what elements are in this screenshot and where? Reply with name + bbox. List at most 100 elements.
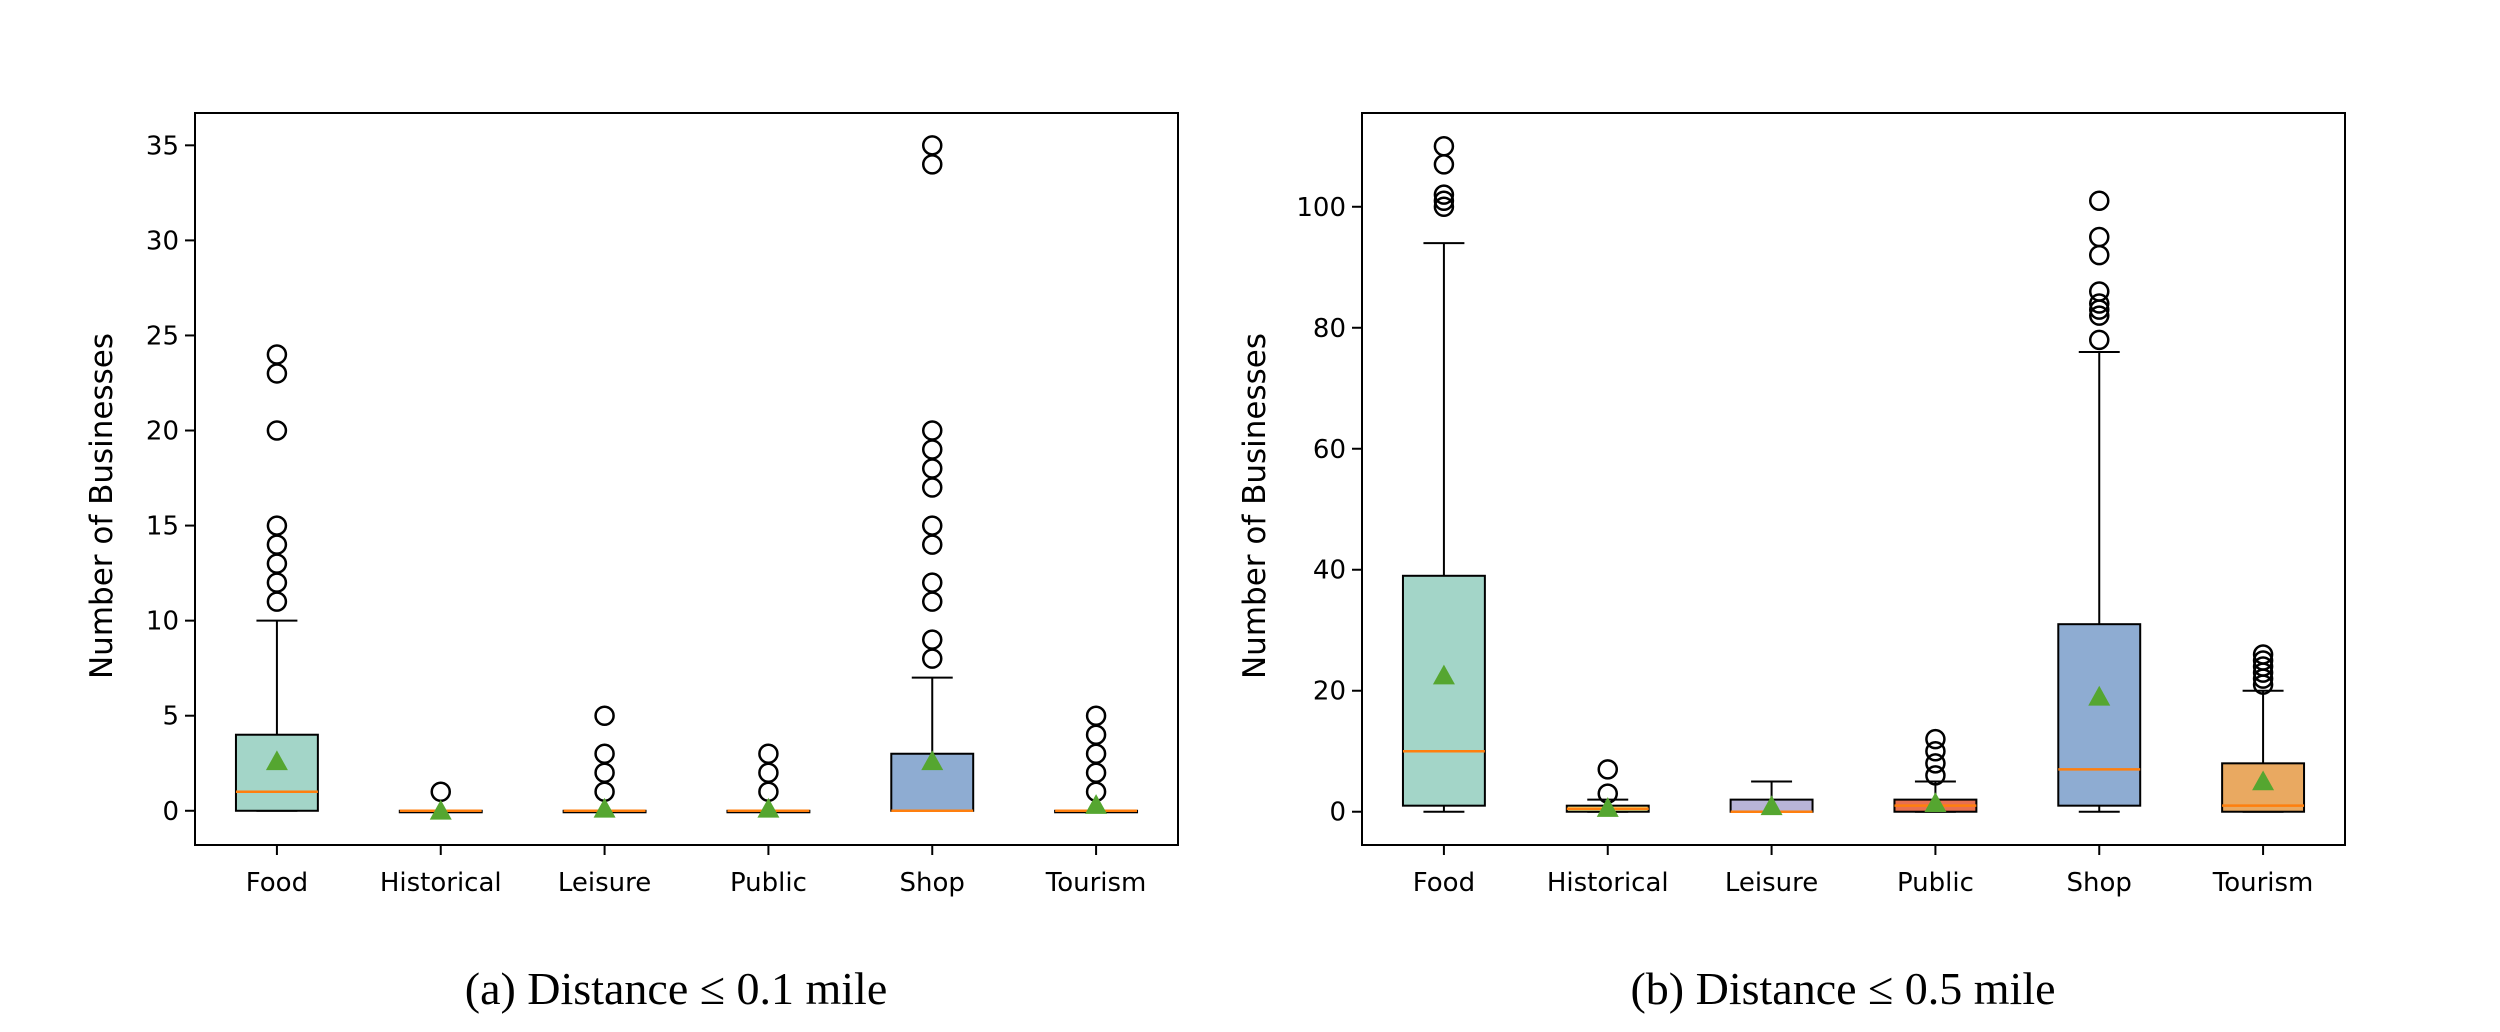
outlier-point [1925, 740, 1946, 762]
mean-marker [1924, 792, 1947, 813]
mean-marker [1085, 794, 1108, 814]
y-tick-label: 15 [146, 512, 179, 542]
y-ticks: 0 20 40 60 80 100 [1296, 193, 1362, 828]
mean-marker [429, 799, 452, 820]
outlier-point [1433, 190, 1455, 211]
x-tick-label: Public [1897, 868, 1974, 898]
outlier-point [266, 515, 288, 536]
outlier-point [922, 515, 943, 536]
outlier-point [1925, 753, 1946, 774]
box-public [1893, 728, 1978, 813]
box-shop [2057, 190, 2142, 813]
mean-marker [921, 750, 944, 771]
x-tick-label: Historical [1547, 868, 1669, 898]
boxes [234, 135, 1139, 820]
panel-a: Number of Businesses 0 5 10 15 20 25 30 35 Food… [84, 112, 1179, 898]
y-tick-label: 100 [1296, 193, 1346, 223]
box-leisure [1729, 780, 1814, 816]
outlier-point [758, 762, 779, 784]
outlier-point [2252, 644, 2274, 665]
outlier-point [1085, 762, 1107, 784]
outlier-point [266, 553, 288, 574]
outlier-point [266, 572, 288, 593]
x-tick-label: Food [1413, 868, 1475, 898]
outlier-point [266, 344, 288, 365]
outlier-point [2089, 293, 2110, 314]
caption-a: (a) Distance ≤ 0.1 mile [464, 963, 888, 1014]
y-tick-label: 5 [162, 702, 179, 732]
y-tick-label: 10 [146, 607, 179, 637]
box-tourism [2221, 644, 2306, 813]
y-tick-label: 0 [1329, 798, 1346, 828]
x-tick-label: Leisure [558, 868, 651, 898]
box-public [726, 743, 811, 818]
boxes [1401, 136, 2306, 817]
mean-marker [1596, 797, 1619, 817]
outlier-point [266, 363, 288, 384]
x-ticks: Food Historical Leisure Public Shop Tourism [1413, 845, 2314, 898]
box-leisure [562, 705, 647, 818]
outlier-point [1433, 136, 1455, 157]
y-tick-label: 20 [1313, 677, 1346, 707]
outlier-point [594, 705, 615, 726]
mean-marker [2088, 685, 2111, 706]
outlier-point [922, 420, 943, 441]
x-tick-label: Historical [380, 868, 502, 898]
outlier-point [2089, 244, 2110, 266]
outlier-point [2089, 329, 2110, 351]
axes-frame [1361, 112, 2346, 846]
axes-frame [194, 112, 1179, 846]
box-historical [1565, 759, 1650, 817]
box-tourism [1054, 705, 1139, 814]
box-food [234, 344, 319, 812]
plot-area: 0 5 10 15 20 25 30 35 Food Historical Leisure Publ… [146, 131, 1146, 898]
caption-b: (b) Distance ≤ 0.5 mile [1630, 963, 2056, 1014]
outlier-point [266, 420, 288, 441]
box-shop [890, 135, 975, 813]
y-ticks: 0 5 10 15 20 25 30 35 [146, 131, 195, 827]
x-tick-label: Public [730, 868, 807, 898]
outlier-point [266, 534, 288, 555]
outlier-point [2089, 281, 2110, 302]
x-tick-label: Shop [2067, 868, 2132, 898]
box-body [1401, 574, 1486, 807]
outlier-point [1433, 184, 1455, 205]
outlier-point [1433, 196, 1455, 218]
outlier-point [1925, 728, 1946, 750]
y-tick-label: 0 [162, 797, 179, 827]
y-tick-label: 80 [1313, 314, 1346, 344]
outlier-point [922, 572, 943, 593]
outlier-point [594, 762, 615, 784]
outlier-point [2252, 650, 2274, 671]
x-tick-label: Tourism [2212, 868, 2314, 898]
outlier-point [2089, 226, 2110, 248]
y-tick-label: 30 [146, 226, 179, 256]
x-ticks: Food Historical Leisure Public Shop Tourism [246, 845, 1146, 898]
outlier-point [2252, 656, 2274, 677]
mean-marker [2252, 770, 2275, 791]
box-body [234, 733, 319, 812]
x-tick-label: Food [246, 868, 308, 898]
outlier-point [266, 591, 288, 612]
outlier-point [758, 743, 779, 764]
panel-b: Number of Businesses 0 20 40 60 80 100 Food Hi… [1237, 112, 2346, 898]
outlier-point [1085, 705, 1107, 726]
outlier-point [1597, 759, 1618, 780]
outlier-point [1433, 154, 1455, 175]
outlier-point [922, 458, 943, 479]
outlier-point [922, 439, 943, 460]
x-tick-label: Leisure [1725, 868, 1818, 898]
outlier-point [922, 477, 943, 498]
y-axis-label: Number of Businesses [84, 333, 120, 679]
outlier-point [2089, 190, 2110, 211]
mean-marker [1432, 664, 1455, 685]
plot-area: 0 20 40 60 80 100 Food Historical Leisure Public… [1296, 136, 2314, 898]
y-tick-label: 25 [146, 321, 179, 351]
box-body [2057, 623, 2142, 807]
outlier-point [430, 781, 451, 803]
outlier-point [594, 743, 615, 764]
box-historical [398, 781, 483, 820]
outlier-point [922, 135, 943, 156]
x-tick-label: Shop [900, 868, 965, 898]
